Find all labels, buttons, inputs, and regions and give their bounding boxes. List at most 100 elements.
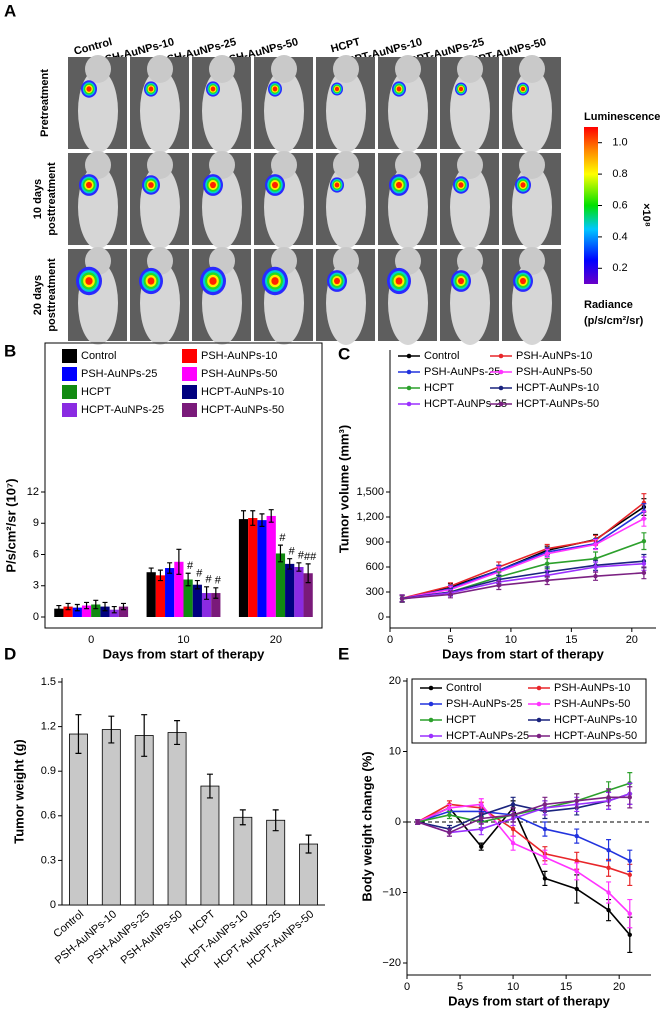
error-bar [74, 603, 80, 612]
error-bar [272, 809, 279, 832]
y-tick-label: 20 [389, 675, 401, 687]
error-bar [206, 773, 213, 799]
legend-marker [498, 401, 504, 407]
legend-label: HCPT-AuNPs-25 [424, 398, 507, 410]
tumor-signal [271, 277, 279, 285]
tumor-signal [396, 86, 402, 92]
y-axis-label: Tumor weight (g) [11, 739, 26, 843]
bar [155, 575, 166, 617]
legend-marker [428, 717, 434, 723]
x-tick-label: 0 [387, 634, 393, 646]
error-bar [111, 605, 117, 614]
x-axis-label: Days from start of therapy [442, 646, 605, 661]
legend-label: PSH-AuNPs-50 [201, 368, 277, 380]
bar [266, 819, 286, 906]
series-line [401, 517, 645, 600]
mouse-head [333, 247, 359, 275]
series-line [401, 562, 644, 600]
point [606, 890, 611, 895]
error-bar [65, 602, 71, 611]
point [510, 826, 516, 832]
legend-swatch [62, 367, 77, 381]
series-line [401, 506, 645, 600]
error-bar [56, 604, 62, 613]
point [542, 802, 548, 807]
tumor-signal [210, 86, 216, 92]
point [574, 886, 579, 892]
point [574, 798, 579, 804]
y-tick-label: 0 [50, 899, 56, 911]
x-tick-label: 10 [505, 634, 517, 646]
error-bar [84, 601, 90, 610]
mouse-head [333, 151, 359, 179]
panel-label: A [4, 1, 16, 20]
point [415, 819, 420, 825]
series-line [417, 806, 631, 936]
y-tick-label: 0.3 [41, 854, 56, 866]
panel-label: C [338, 344, 350, 363]
mouse-head [333, 55, 359, 83]
mouse-head [395, 55, 421, 83]
tumor-signal [148, 182, 154, 188]
mouse-head [271, 151, 297, 179]
mouse-head [85, 55, 111, 83]
tumor-signal [396, 181, 402, 189]
point [399, 596, 405, 601]
error-bar [157, 569, 163, 582]
colorbar-tick-label: 0.6 [612, 199, 627, 211]
error-bar [259, 513, 265, 527]
mouse-head [147, 151, 173, 179]
bar [167, 732, 187, 906]
bar [248, 518, 258, 617]
error-bar [176, 548, 182, 575]
x-tick-label: 20 [613, 981, 625, 993]
y-tick-label: 0.9 [41, 765, 56, 777]
point [447, 805, 452, 811]
mouse-head [209, 55, 235, 83]
y-axis-label: Tumor volume (mm³) [336, 425, 351, 553]
point [479, 826, 484, 832]
x-axis-label: Days from start of therapy [103, 646, 266, 661]
point [627, 872, 632, 878]
series-line [402, 572, 644, 600]
x-tick-label: 15 [565, 634, 577, 646]
legend-swatch [62, 349, 77, 363]
legend-marker [498, 369, 504, 375]
legend-label: Control [424, 350, 459, 362]
bar [81, 605, 92, 617]
y-tick-label: 1,200 [356, 511, 384, 523]
error-bar [102, 601, 108, 612]
annotation: # [279, 532, 286, 544]
mouse-head [271, 55, 297, 83]
tumor-signal [458, 277, 464, 285]
legend-marker [536, 733, 542, 739]
error-bar [120, 602, 126, 611]
mouse-head [85, 151, 111, 179]
error-bar [287, 558, 293, 570]
error-bar [141, 714, 148, 757]
mouse-head [457, 151, 483, 179]
tumor-signal [334, 277, 340, 285]
y-tick-label: 0 [33, 611, 39, 623]
point [542, 876, 548, 881]
legend-swatch [182, 367, 197, 381]
tumor-signal [210, 181, 216, 189]
legend-marker [498, 385, 504, 391]
legend-marker [428, 733, 434, 739]
x-tick-label: 20 [626, 634, 638, 646]
legend-label: Control [446, 682, 481, 694]
bar [257, 520, 267, 617]
panel-label: E [338, 644, 349, 663]
tumor-signal [86, 181, 92, 189]
annotation: # [215, 575, 222, 587]
legend-marker [428, 685, 434, 691]
bar [100, 606, 110, 617]
point [510, 840, 516, 846]
x-tick-label: 5 [457, 981, 463, 993]
legend-label: PSH-AuNPs-25 [81, 368, 157, 380]
legend-label: PSH-AuNPs-10 [516, 350, 592, 362]
error-bar [204, 586, 210, 600]
legend-swatch [62, 403, 77, 417]
bar [174, 561, 184, 617]
